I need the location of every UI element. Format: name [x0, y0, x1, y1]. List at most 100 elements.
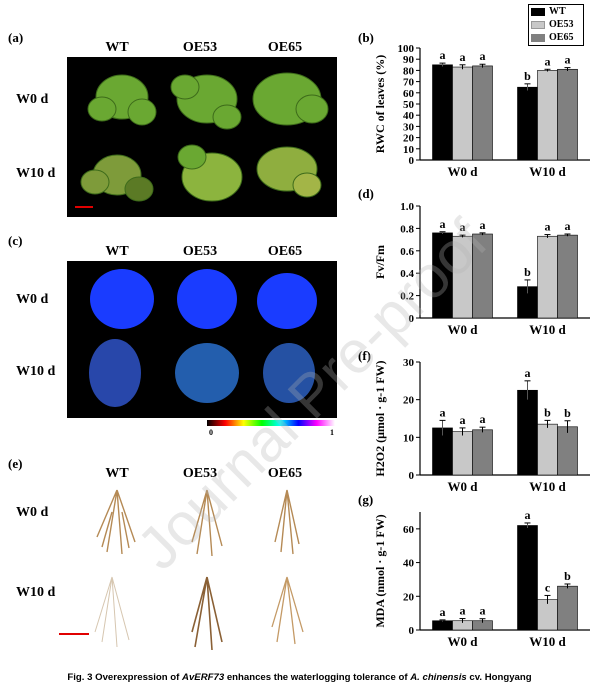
root-photo	[59, 482, 337, 652]
panel-d-letter: a	[565, 219, 571, 233]
panel-d-ytick-label: 1.0	[400, 201, 414, 213]
panel-g-letter: a	[480, 604, 486, 618]
panel-d-letter: b	[524, 265, 531, 279]
panel-d-letter: a	[440, 217, 446, 231]
panel-g-bar	[557, 585, 578, 631]
panel-f-ytick-label: 0	[409, 470, 415, 482]
panel-c-col-oe53: OE53	[182, 244, 218, 259]
panel-f-letter: a	[440, 405, 446, 419]
panel-f-ytick-label: 20	[403, 395, 415, 407]
panel-b-ytick-label: 40	[403, 110, 415, 122]
panel-f-letter: b	[544, 405, 551, 419]
panel-d-bar	[537, 235, 558, 319]
panel-f-label: (f)	[358, 348, 371, 363]
leaf-photo-art	[80, 72, 329, 202]
panel-f-ytick-label: 10	[403, 432, 415, 444]
panel-b-bar	[432, 64, 453, 161]
panel-f-bar	[557, 426, 578, 476]
fluorescence-photo	[67, 261, 337, 418]
panel-b-ytick-label: 80	[403, 65, 415, 77]
root-photo-art	[94, 489, 304, 651]
panel-g-letter: c	[545, 580, 551, 594]
caption-species: A. chinensis	[410, 672, 467, 683]
panel-b-letter: a	[565, 53, 571, 67]
panel-c-col-oe65: OE65	[267, 244, 303, 259]
panel-g-ylabel: MDA (nmol · g-1 FW)	[373, 514, 387, 627]
panel-b-bar	[557, 68, 578, 161]
panel-f-bar	[472, 429, 493, 476]
panel-f-ylabel: H2O2 (μmol · g-1 FW)	[373, 360, 387, 476]
panel-g-label: (g)	[358, 492, 373, 507]
panel-b-bar	[452, 66, 473, 161]
panel-d-category-label: W0 d	[448, 322, 479, 337]
panel-c-col-wt: WT	[105, 244, 129, 259]
root-scale-bar	[59, 633, 89, 635]
panel-b-ytick-label: 50	[403, 99, 415, 111]
panel-b-ytick-label: 0	[409, 155, 415, 167]
panel-g-bar	[517, 525, 538, 631]
panel-d-bar	[557, 234, 578, 319]
panel-f-bar	[452, 431, 473, 476]
legend-swatch-wt	[531, 8, 545, 16]
scale-bar	[75, 206, 93, 208]
leaf-photo	[67, 57, 337, 217]
panel-g-ytick-label: 0	[409, 625, 415, 637]
panel-a-col-oe53: OE53	[182, 40, 218, 55]
panel-g-letter: b	[564, 569, 571, 583]
panel-b-letter: a	[545, 54, 551, 68]
panel-d-ylabel: Fv/Fm	[373, 245, 387, 279]
panel-b-letter: a	[440, 48, 446, 62]
panel-b-letter: b	[524, 69, 531, 83]
panel-b-category-label: W0 d	[448, 164, 479, 179]
panel-f-bar	[517, 389, 538, 476]
panel-a-col-wt: WT	[105, 40, 129, 55]
panel-f-letter: a	[525, 366, 531, 380]
panel-d-bar	[432, 232, 453, 319]
panel-f-letter: a	[460, 413, 466, 427]
panel-g-ytick-label: 60	[403, 524, 415, 536]
panel-d-bar	[472, 233, 493, 319]
legend-label-oe53: OE53	[549, 19, 574, 30]
panel-a-col-oe65: OE65	[267, 40, 303, 55]
legend-swatch-oe53	[531, 21, 545, 29]
caption-post: cv. Hongyang	[466, 672, 532, 683]
caption-gene: AvERF73	[182, 672, 225, 683]
panel-a-label: (a)	[8, 30, 24, 45]
panel-b-bar	[517, 86, 538, 161]
panel-f-letter: b	[564, 406, 571, 420]
panel-b-ytick-label: 90	[403, 54, 415, 66]
panel-a-row-w10: W10 d	[16, 166, 56, 181]
panel-e-label: (e)	[8, 456, 23, 471]
panel-g-bar	[537, 599, 558, 631]
panel-f-category-label: W0 d	[448, 479, 479, 494]
legend-label-oe65: OE65	[549, 32, 574, 43]
figure-caption: Fig. 3 Overexpression of AvERF73 enhance…	[0, 672, 599, 683]
panel-d-ytick-label: 0	[409, 313, 415, 325]
panel-b-ytick-label: 100	[398, 43, 415, 55]
panel-f-ytick-label: 30	[403, 357, 415, 369]
panel-b-ylabel: RWC of leaves (%)	[373, 55, 387, 154]
legend: WT OE53 OE65	[528, 4, 584, 46]
panel-b-category-label: W10 d	[529, 164, 566, 179]
panel-d-letter: a	[480, 218, 486, 232]
panel-b-ytick-label: 30	[403, 121, 415, 133]
panel-d-ytick-label: 0.4	[400, 268, 414, 280]
panel-e-col-oe65: OE65	[267, 466, 303, 481]
panel-g-letter: a	[460, 604, 466, 618]
panel-e-col-wt: WT	[105, 466, 129, 481]
panel-d-letter: a	[545, 220, 551, 234]
panel-b-ytick-label: 60	[403, 88, 415, 100]
panel-b-label: (b)	[358, 30, 374, 45]
panel-d-ytick-label: 0.2	[400, 291, 414, 303]
panel-e-row-w10: W10 d	[16, 585, 56, 600]
legend-swatch-oe65	[531, 34, 545, 42]
panel-c-row-w0: W0 d	[16, 292, 49, 307]
panel-e-row-w0: W0 d	[16, 505, 49, 520]
panel-b-letter: a	[480, 49, 486, 63]
panel-g-letter: a	[525, 508, 531, 522]
panel-a-row-w0: W0 d	[16, 92, 49, 107]
panel-c-label: (c)	[8, 233, 23, 248]
panel-g-letter: a	[440, 605, 446, 619]
panel-b-bar	[472, 65, 493, 161]
